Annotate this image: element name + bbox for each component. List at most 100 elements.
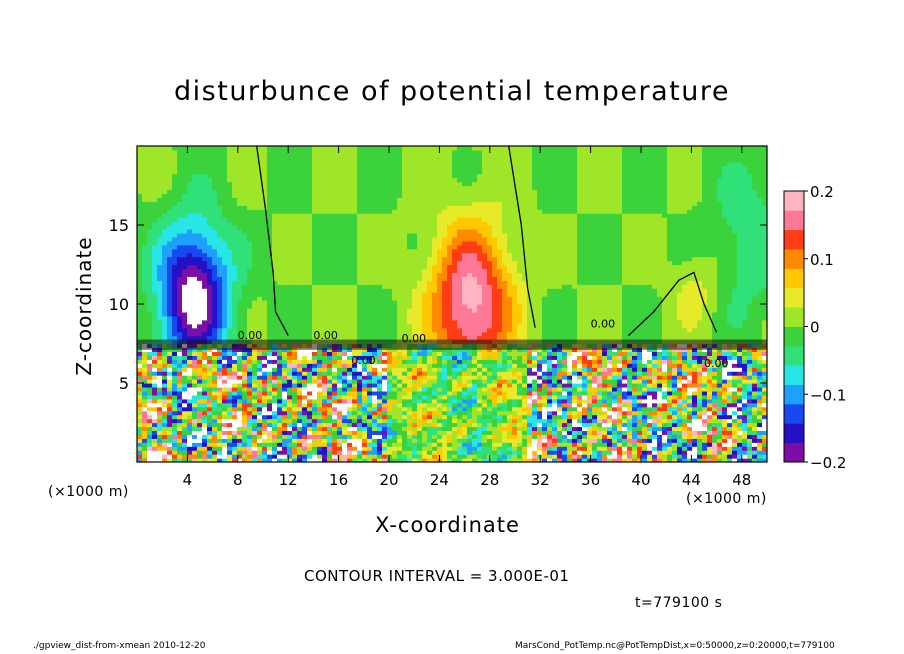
field-cell xyxy=(637,430,643,435)
field-cell xyxy=(607,430,613,435)
field-cell xyxy=(502,450,508,455)
field-cell xyxy=(652,414,658,420)
field-cell xyxy=(387,422,393,428)
field-cell xyxy=(757,410,763,416)
field-cell xyxy=(207,363,213,368)
field-cell xyxy=(592,371,598,376)
field-cell xyxy=(317,383,323,388)
field-cell xyxy=(202,458,208,462)
field-cell xyxy=(762,375,767,380)
field-cell xyxy=(137,386,143,392)
field-cell xyxy=(387,394,393,400)
field-cell xyxy=(602,394,608,400)
field-cell xyxy=(532,351,538,356)
field-cell xyxy=(707,454,713,459)
field-cell xyxy=(402,375,408,380)
field-cell xyxy=(382,319,388,325)
field-cell xyxy=(562,454,568,459)
field-cell xyxy=(572,351,578,356)
field-cell xyxy=(627,379,633,384)
field-cell xyxy=(267,434,273,439)
field-cell xyxy=(222,450,228,455)
field-cell xyxy=(307,406,313,412)
field-cell xyxy=(667,386,673,392)
field-cell xyxy=(212,371,218,376)
field-cell xyxy=(542,414,548,420)
field-cell xyxy=(262,371,268,376)
field-cell xyxy=(487,422,493,428)
field-cell xyxy=(192,454,198,459)
field-cell xyxy=(552,335,558,341)
field-cell xyxy=(507,327,513,333)
chart-title: disturbunce of potential temperature xyxy=(174,76,730,107)
field-cell xyxy=(752,363,758,368)
field-cell xyxy=(512,438,518,443)
field-cell xyxy=(332,379,338,384)
field-cell xyxy=(202,394,208,400)
field-cell xyxy=(487,307,493,313)
field-cell xyxy=(407,402,413,408)
field-cell xyxy=(437,394,443,400)
field-cell xyxy=(732,422,738,428)
field-cell xyxy=(727,410,733,416)
field-cell xyxy=(167,379,173,384)
field-cell xyxy=(687,327,693,333)
field-cell xyxy=(247,383,253,388)
field-cell xyxy=(757,315,763,321)
field-cell xyxy=(197,327,203,333)
field-cell xyxy=(152,355,158,360)
field-cell xyxy=(677,323,683,329)
field-cell xyxy=(282,410,288,416)
field-cell xyxy=(147,323,153,329)
field-cell xyxy=(257,327,263,333)
field-cell xyxy=(577,355,583,360)
field-cell xyxy=(202,355,208,360)
field-cell xyxy=(457,327,463,333)
field-cell xyxy=(357,363,363,368)
field-cell xyxy=(382,394,388,400)
field-cell xyxy=(637,398,643,404)
field-cell xyxy=(592,430,598,435)
field-cell xyxy=(242,355,248,360)
field-cell xyxy=(272,323,278,329)
field-cell xyxy=(397,311,403,317)
field-cell xyxy=(422,355,428,360)
field-cell xyxy=(687,414,693,420)
field-cell xyxy=(397,307,403,313)
field-cell xyxy=(672,327,678,333)
field-cell xyxy=(487,383,493,388)
field-cell xyxy=(287,335,293,341)
field-cell xyxy=(282,394,288,400)
field-cell xyxy=(692,351,698,356)
field-cell xyxy=(462,434,468,439)
field-cell xyxy=(752,351,758,356)
field-cell xyxy=(747,367,753,372)
field-cell xyxy=(647,454,653,459)
field-cell xyxy=(477,331,483,337)
field-cell xyxy=(412,386,418,392)
field-cell xyxy=(512,446,518,451)
field-cell xyxy=(152,363,158,368)
field-cell xyxy=(307,304,313,309)
field-cell xyxy=(732,446,738,451)
field-cell xyxy=(352,446,358,451)
field-cell xyxy=(207,331,213,337)
field-cell xyxy=(552,446,558,451)
field-cell xyxy=(392,383,398,388)
field-cell xyxy=(222,442,228,447)
field-cell xyxy=(167,359,173,364)
field-cell xyxy=(162,383,168,388)
field-cell xyxy=(267,422,273,428)
field-cell xyxy=(707,390,713,396)
field-cell xyxy=(357,434,363,439)
field-cell xyxy=(437,418,443,424)
field-cell xyxy=(547,422,553,428)
field-cell xyxy=(612,383,618,388)
field-cell xyxy=(162,418,168,424)
field-cell xyxy=(617,311,623,317)
field-cell xyxy=(352,355,358,360)
field-cell xyxy=(717,315,723,321)
field-cell xyxy=(492,315,498,321)
field-cell xyxy=(447,379,453,384)
field-cell xyxy=(282,379,288,384)
